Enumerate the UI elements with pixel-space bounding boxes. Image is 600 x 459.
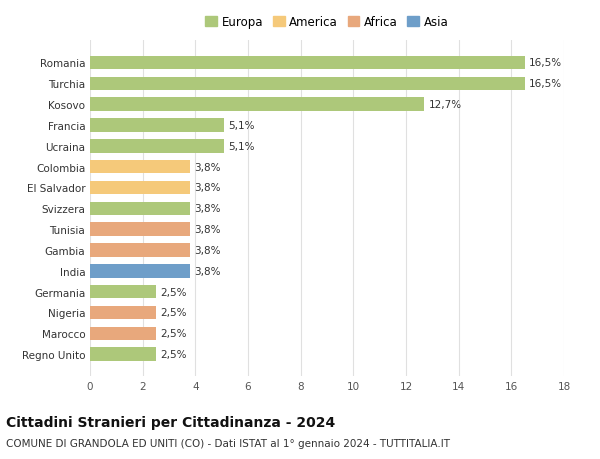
- Bar: [90, 285, 156, 299]
- Text: 16,5%: 16,5%: [529, 79, 562, 89]
- Bar: [90, 140, 224, 153]
- Bar: [90, 306, 156, 319]
- Bar: [90, 202, 190, 216]
- Bar: [90, 77, 524, 91]
- Text: Cittadini Stranieri per Cittadinanza - 2024: Cittadini Stranieri per Cittadinanza - 2…: [6, 415, 335, 429]
- Text: 2,5%: 2,5%: [160, 287, 186, 297]
- Text: COMUNE DI GRANDOLA ED UNITI (CO) - Dati ISTAT al 1° gennaio 2024 - TUTTITALIA.IT: COMUNE DI GRANDOLA ED UNITI (CO) - Dati …: [6, 438, 450, 448]
- Text: 3,8%: 3,8%: [194, 266, 221, 276]
- Bar: [90, 223, 190, 236]
- Text: 2,5%: 2,5%: [160, 308, 186, 318]
- Text: 3,8%: 3,8%: [194, 183, 221, 193]
- Text: 16,5%: 16,5%: [529, 58, 562, 68]
- Bar: [90, 119, 224, 133]
- Text: 2,5%: 2,5%: [160, 329, 186, 339]
- Bar: [90, 327, 156, 341]
- Legend: Europa, America, Africa, Asia: Europa, America, Africa, Asia: [203, 14, 451, 31]
- Bar: [90, 264, 190, 278]
- Text: 2,5%: 2,5%: [160, 349, 186, 359]
- Bar: [90, 98, 424, 112]
- Bar: [90, 347, 156, 361]
- Text: 3,8%: 3,8%: [194, 224, 221, 235]
- Text: 5,1%: 5,1%: [228, 141, 255, 151]
- Text: 3,8%: 3,8%: [194, 246, 221, 255]
- Bar: [90, 161, 190, 174]
- Text: 3,8%: 3,8%: [194, 162, 221, 172]
- Bar: [90, 181, 190, 195]
- Text: 12,7%: 12,7%: [428, 100, 461, 110]
- Text: 5,1%: 5,1%: [228, 121, 255, 131]
- Text: 3,8%: 3,8%: [194, 204, 221, 214]
- Bar: [90, 56, 524, 70]
- Bar: [90, 244, 190, 257]
